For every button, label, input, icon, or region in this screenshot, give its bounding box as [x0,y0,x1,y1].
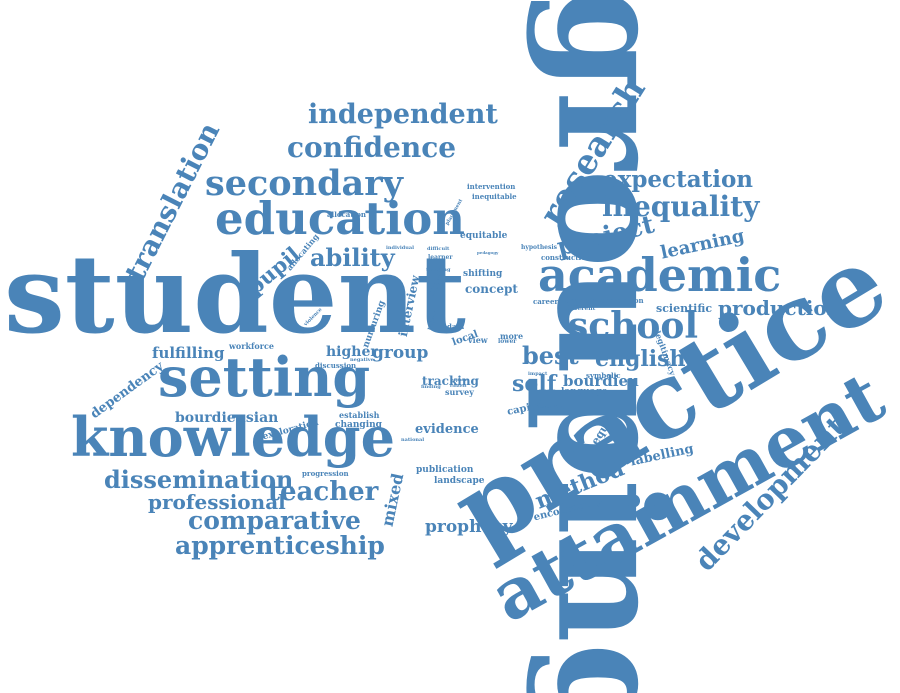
word-bourdieusian: bourdieusian [175,410,279,426]
word-shifting: shifting [463,269,503,279]
word-intervention: intervention [467,182,516,191]
word-finding: finding [421,384,441,390]
word-ability: ability [310,243,395,272]
word-impact: impact [528,371,548,377]
word-setting: setting [158,345,371,409]
word-career: career [533,297,559,306]
word-knowledge: knowledge [71,405,395,469]
word-analysis: analysis [565,296,597,305]
word-student: student [4,232,466,358]
word-language: language [561,387,608,397]
word-bourdieu: bourdieu [563,372,639,390]
word-school: school [568,305,699,347]
word-allocation: allocation [327,210,366,219]
word-expectation: expectation [603,166,754,193]
word-self: self [512,371,557,397]
word-pedagogy: pedagogy [477,250,499,255]
word-national: national [401,437,425,443]
word-hypothesis: hypothesis [521,244,558,251]
word-mixed: mixed [377,471,408,529]
word-negative: negative [350,357,374,363]
word-difficult: difficult [427,246,450,252]
word-survey: survey [445,387,474,397]
word-establish: establish [339,410,380,420]
word-prophecy: prophecy [425,517,513,537]
word-teacher: teacher [268,477,379,507]
word-explore: explore [451,377,468,382]
word-comparative: comparative [188,506,361,535]
word-learner: learner [428,254,453,261]
word-secondary: secondary [205,163,404,204]
word-dissemination: dissemination [104,465,294,494]
word-group: group [372,343,429,363]
word-landscape: landscape [434,476,485,486]
word-scientific: scientific [656,302,713,315]
word-more: more [500,331,524,341]
word-lower: lower [498,338,517,345]
word-best: best [522,341,579,370]
word-concept: concept [465,282,518,296]
word-discussion: discussion [315,361,357,370]
word-teaching: teaching [426,267,451,273]
word-individual: individual [386,245,415,251]
word-workforce: workforce [229,341,274,351]
word-evidence: evidence [415,422,479,437]
word-education: education [215,192,465,245]
word-meeting: meeting [542,404,565,410]
word-professional: professional [148,490,286,514]
word-tracking: tracking [422,374,479,388]
word-publication: publication [416,465,474,475]
word-construction: construction [541,253,591,262]
word-academic: academic [538,248,782,302]
word-data: data [447,322,465,331]
word-inequitable: inequitable [472,192,517,201]
word-view: view [468,335,488,345]
word-inequality: inequality [602,190,760,223]
word-confidence: confidence [287,131,457,164]
word-different: different [566,305,596,312]
word-higher: higher [326,344,378,360]
word-fulfilling: fulfilling [152,344,225,362]
word-apprenticeship: apprenticeship [175,531,385,560]
word-production: production [718,296,842,320]
word-equitable: equitable [460,231,508,241]
word-changing: changing [335,420,382,430]
word-english: english [595,346,686,372]
word-context: context [450,383,467,388]
word-symbolic: symbolic [586,371,621,380]
word-independent: independent [308,99,498,130]
word-correlation: correlation [600,296,644,305]
word-progression: progression [302,469,349,478]
